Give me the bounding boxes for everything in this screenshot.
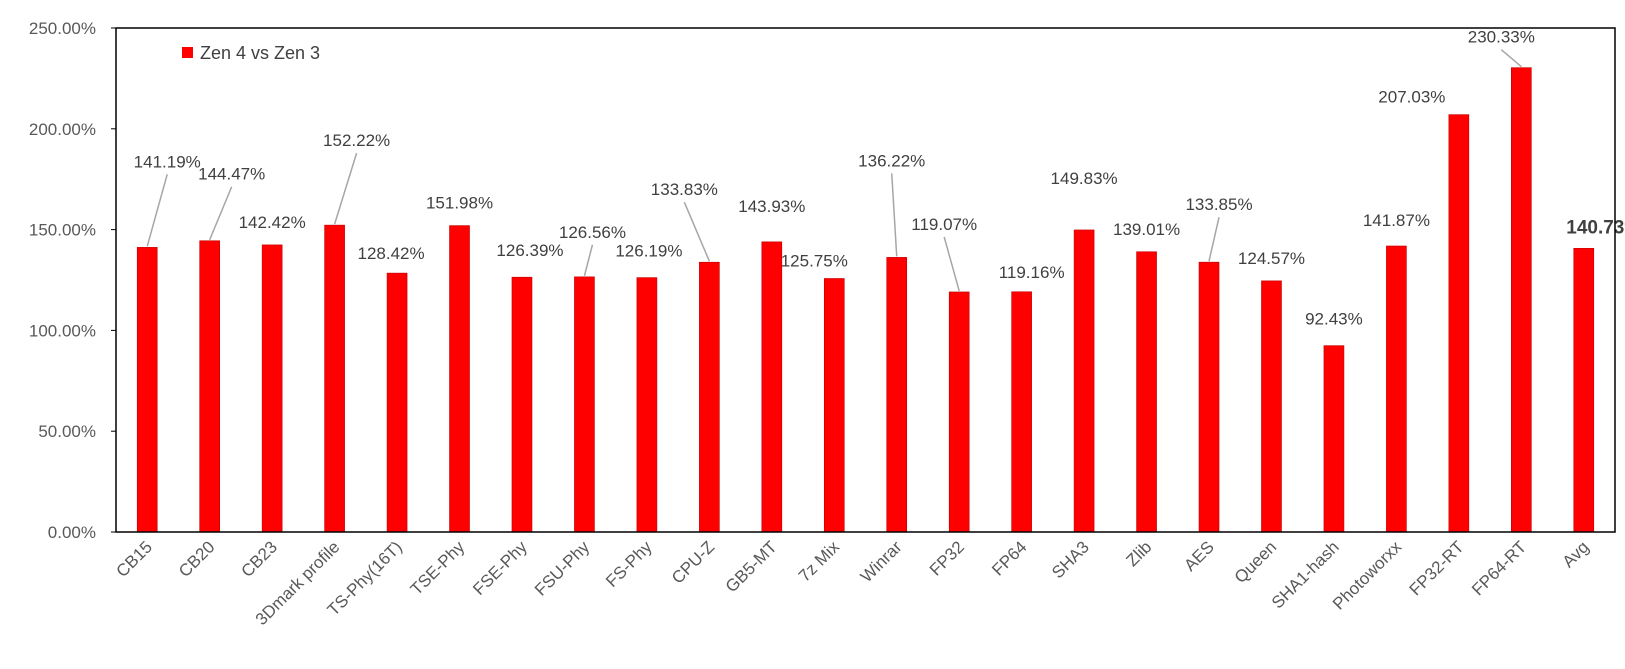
legend-label: Zen 4 vs Zen 3 — [200, 43, 320, 63]
data-label: 125.75% — [781, 251, 848, 270]
x-tick-label: FSU-Phy — [531, 537, 594, 600]
x-tick-label: FP64-RT — [1468, 537, 1530, 599]
leader-line — [943, 236, 960, 292]
x-tick-label: CB20 — [175, 537, 219, 581]
x-tick-label: TSE-Phy — [407, 537, 469, 599]
y-axis-ticks: 0.00% 50.00% 100.00% 150.00% 200.00% 250.00% — [29, 19, 116, 542]
legend-swatch — [182, 47, 193, 58]
bar — [574, 276, 595, 533]
bar — [1011, 291, 1032, 533]
x-tick-label: SHA3 — [1048, 537, 1093, 582]
x-tick-label: GB5-MT — [722, 537, 781, 596]
data-label: 149.83% — [1051, 169, 1118, 188]
bar — [1386, 245, 1407, 533]
data-label: 126.56% — [559, 223, 626, 242]
bar — [823, 278, 845, 533]
data-label: 119.16% — [999, 263, 1065, 282]
data-label: 128.42% — [358, 244, 425, 263]
bar — [1511, 67, 1532, 533]
data-label: 140.73% — [1566, 217, 1625, 238]
bar — [1073, 229, 1095, 533]
leader-line — [208, 186, 233, 241]
data-label: 92.43% — [1305, 310, 1363, 329]
bar — [886, 257, 908, 533]
data-label: 141.19% — [134, 152, 201, 171]
data-label: 207.03% — [1378, 88, 1445, 107]
x-tick-label: FP32 — [926, 537, 968, 579]
bar — [386, 272, 408, 533]
y-tick-label: 50.00% — [38, 422, 96, 441]
bar — [449, 225, 470, 533]
bar — [699, 261, 720, 533]
data-label: 136.22% — [858, 151, 925, 170]
data-label: 142.42% — [239, 213, 306, 232]
data-label: 143.93% — [738, 197, 805, 216]
bar — [636, 277, 658, 533]
x-tick-label: Avg — [1559, 537, 1593, 571]
bar — [511, 276, 533, 533]
bar — [761, 241, 783, 533]
x-tick-label: FS-Phy — [602, 537, 656, 591]
x-tick-label: FP64 — [988, 537, 1030, 579]
bar — [1323, 345, 1345, 533]
x-tick-label: CPU-Z — [668, 537, 718, 587]
leader-line — [1500, 49, 1522, 68]
data-label: 141.87% — [1363, 211, 1430, 230]
data-label: 124.57% — [1238, 249, 1305, 268]
leader-line — [583, 244, 594, 277]
data-label: 133.83% — [651, 180, 718, 199]
y-tick-label: 100.00% — [29, 321, 96, 340]
bar — [1136, 251, 1157, 533]
data-label: 151.98% — [426, 194, 493, 213]
legend: Zen 4 vs Zen 3 — [182, 43, 320, 63]
bar — [1448, 114, 1470, 533]
leader-line — [890, 173, 898, 257]
data-label: 126.19% — [615, 242, 682, 261]
data-label: 139.01% — [1113, 220, 1180, 239]
leader-line — [1208, 216, 1220, 262]
x-tick-label: CB23 — [237, 537, 281, 581]
x-tick-label: FP32-RT — [1406, 537, 1468, 599]
data-label: 119.07% — [911, 215, 977, 234]
data-labels: 141.19%144.47% 142.42% 152.22% 128.42% 151.9… — [134, 28, 1625, 329]
x-tick-label: Queen — [1231, 537, 1281, 587]
x-tick-label: Winrar — [857, 537, 906, 586]
bar — [324, 224, 345, 533]
x-tick-label: AES — [1180, 537, 1217, 574]
leader-line — [333, 152, 358, 225]
bar — [948, 291, 970, 533]
bar — [136, 247, 158, 533]
y-tick-label: 0.00% — [48, 523, 96, 542]
bar — [199, 240, 220, 533]
data-label: 144.47% — [198, 165, 265, 184]
bar — [261, 244, 283, 533]
x-tick-label: FSE-Phy — [469, 537, 531, 599]
leader-line — [683, 201, 711, 262]
bar — [1198, 261, 1220, 533]
data-label: 133.85% — [1185, 195, 1252, 214]
x-tick-label: 7z Mix — [795, 537, 844, 586]
data-label: 126.39% — [496, 241, 563, 260]
bars — [136, 67, 1595, 533]
bar — [1261, 280, 1282, 533]
y-tick-label: 200.00% — [29, 120, 96, 139]
data-label: 230.33% — [1468, 28, 1535, 47]
bar — [1573, 247, 1595, 533]
x-tick-label: CB15 — [113, 537, 157, 581]
leader-lines — [146, 49, 1522, 292]
leader-line — [146, 174, 168, 247]
x-tick-label: Zlib — [1123, 537, 1156, 570]
y-tick-label: 150.00% — [29, 221, 96, 240]
data-label: 152.22% — [323, 131, 390, 150]
y-tick-label: 250.00% — [29, 19, 96, 38]
plot-area-frame — [115, 27, 1616, 533]
